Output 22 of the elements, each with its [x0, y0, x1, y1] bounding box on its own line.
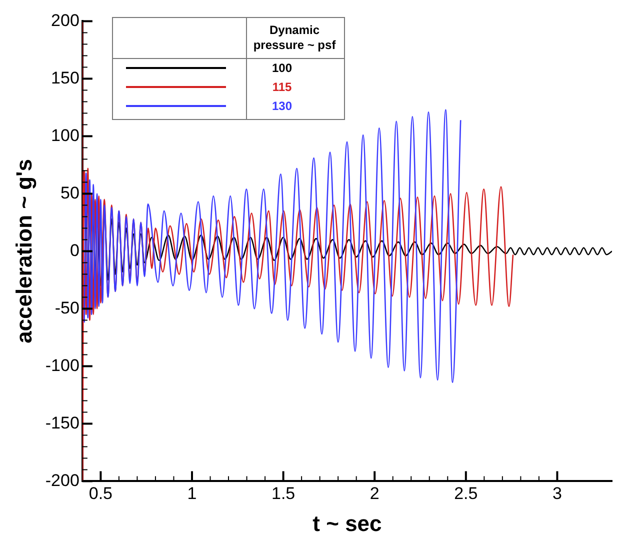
x-tick-label: 2 — [370, 484, 380, 504]
x-axis-title: t ~ sec — [312, 510, 382, 536]
y-tick-label: 200 — [51, 10, 80, 30]
x-tick-label: 1.5 — [271, 484, 296, 504]
x-tick-label: 0.5 — [88, 484, 113, 504]
y-axis-title: acceleration ~ g's — [11, 159, 36, 344]
x-tick-label: 2.5 — [454, 484, 478, 504]
y-tick-label: 150 — [51, 68, 80, 88]
y-tick-label: -100 — [45, 356, 80, 375]
x-tick-label: 3 — [552, 484, 562, 504]
text: 100 — [270, 60, 294, 76]
y-tick-label: -200 — [45, 470, 80, 490]
x-tick-label: 1 — [187, 484, 197, 504]
y-tick-label: -50 — [54, 298, 80, 318]
y-tick-label: 100 — [51, 126, 80, 145]
y-tick-label: 0 — [70, 240, 80, 260]
y-tick-label: 50 — [60, 183, 80, 202]
line-series — [84, 109, 462, 383]
text: 130 — [270, 98, 294, 114]
legend-title: Dynamic pressure ~ psf — [252, 23, 337, 53]
text: 115 — [271, 80, 293, 94]
y-tick-label: -150 — [45, 413, 80, 432]
